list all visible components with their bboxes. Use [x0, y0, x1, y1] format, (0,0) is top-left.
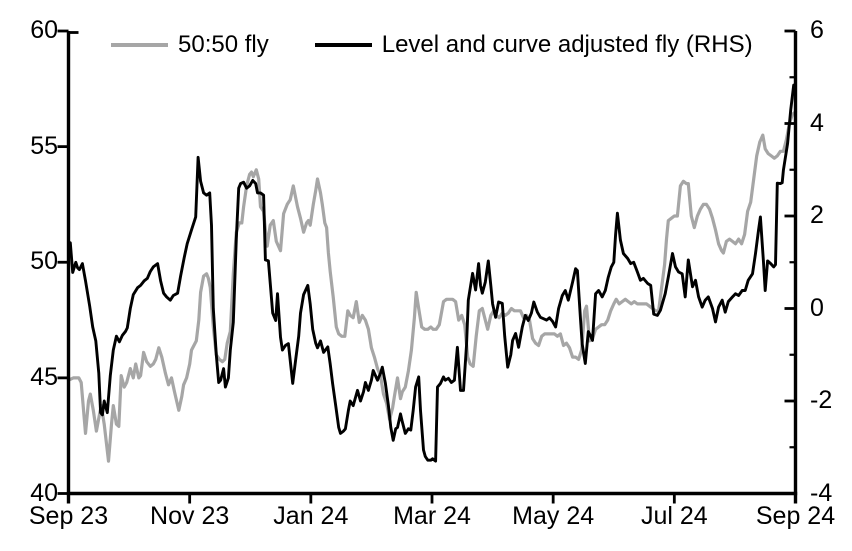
- left-axis-tick-label: 50: [30, 247, 58, 276]
- legend-line-sample-gray: [111, 43, 168, 47]
- right-axis-tick-label: -2: [810, 386, 833, 414]
- x-axis-tick-label: May 24: [512, 502, 595, 530]
- x-axis-tick-label: Nov 23: [150, 502, 230, 530]
- x-axis-tick-label: Jul 24: [640, 502, 708, 530]
- x-axis-tick-label: Sep 24: [755, 502, 836, 530]
- left-axis-tick-label: 40: [30, 478, 58, 507]
- x-axis-tick-label: Jan 24: [273, 502, 349, 530]
- legend-item-adjusted-fly: Level and curve adjusted fly (RHS): [314, 31, 753, 58]
- legend: 50:50 fly Level and curve adjusted fly (…: [111, 32, 753, 58]
- left-axis-tick-label: 55: [30, 131, 58, 160]
- gray-series-line: [66, 110, 798, 463]
- right-axis-tick-label: 4: [810, 108, 824, 137]
- right-axis-tick-label: 2: [810, 201, 824, 229]
- legend-label-adjusted-fly: Level and curve adjusted fly (RHS): [381, 31, 753, 58]
- x-axis-tick-label: Sep 23: [28, 502, 109, 530]
- legend-line-sample-black: [314, 43, 372, 47]
- legend-item-50-50-fly: 50:50 fly: [111, 32, 269, 58]
- right-axis-tick-label: 6: [810, 16, 824, 44]
- right-axis-tick-label: 0: [810, 293, 824, 322]
- legend-label-50-50-fly: 50:50 fly: [178, 31, 269, 58]
- x-axis-tick-label: Mar 24: [393, 502, 471, 530]
- left-axis-tick-label: 45: [30, 362, 58, 391]
- right-axis-tick-label: -4: [810, 478, 833, 507]
- black-series-line: [67, 83, 797, 463]
- left-axis-tick-label: 60: [30, 16, 58, 44]
